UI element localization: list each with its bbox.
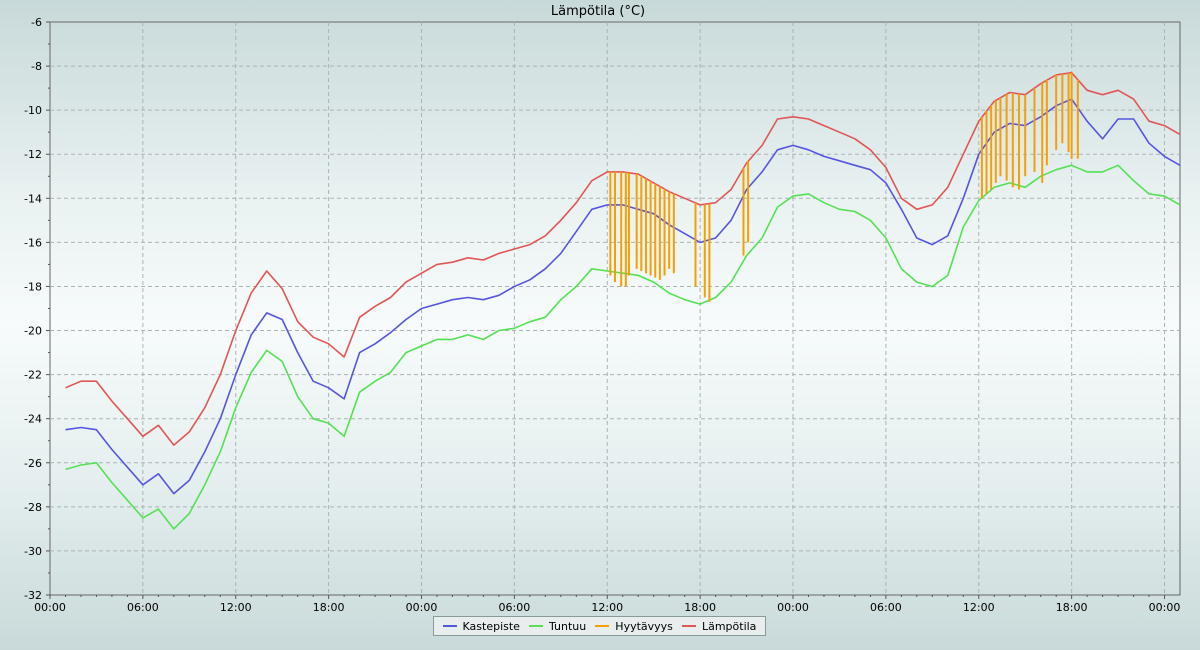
series-line-0 [65,98,1181,495]
x-axis: 00:00 06:00 12:00 18:00 00:00 06:00 12:00 18:00… [34,595,1180,614]
x-tick-label: 00:00 [406,601,438,614]
plot-area [49,21,1181,596]
y-tick-label: -30 [24,545,42,558]
legend-item-tuntuu: Tuntuu [529,620,586,633]
y-tick-label: -10 [24,104,42,117]
chart-title: Lämpötila (°C) [551,4,645,19]
y-tick-label: -24 [24,413,42,426]
grid-lines [50,22,1180,595]
x-tick-label: 18:00 [313,601,345,614]
legend-label: Lämpötila [701,619,757,633]
y-tick-label: -8 [31,60,42,73]
legend-label: Kastepiste [462,619,520,633]
legend-label: Tuntuu [549,619,587,633]
x-tick-label: 00:00 [1149,601,1181,614]
y-tick-label: -32 [24,589,42,602]
legend-swatch-icon [595,625,610,627]
series-lines [65,71,1181,530]
legend-label: Hyytävyys [615,619,673,633]
series-line-3 [65,71,1181,446]
x-tick-label: 12:00 [591,601,623,614]
legend-item-lampotila: Lämpötila [681,619,757,633]
legend-swatch-icon [529,625,543,627]
legend-item-hyytavyys: Hyytävyys [595,620,673,633]
x-tick-label: 00:00 [777,601,809,614]
x-tick-label: 18:00 [684,601,716,614]
y-tick-label: -22 [24,369,42,382]
y-tick-label: -18 [24,280,42,293]
x-tick-label: 06:00 [127,601,159,614]
legend-swatch-icon [442,625,457,627]
y-tick-label: -14 [24,192,42,205]
y-axis: -6 -8 -10 -12 -14 -16 -18 -20 -22 -24 -26 -28 -30 -32 [24,16,50,602]
legend-swatch-icon [681,625,696,627]
x-tick-label: 12:00 [963,601,995,614]
y-tick-label: -6 [31,16,42,29]
chart-legend: Kastepiste Tuntuu Hyytävyys Lämpötila [433,616,766,636]
series-line-1 [65,164,1181,530]
x-tick-label: 18:00 [1056,601,1088,614]
x-tick-label: 12:00 [220,601,252,614]
x-tick-label: 00:00 [34,601,66,614]
y-tick-label: -20 [24,325,42,338]
y-tick-label: -28 [24,501,42,514]
y-tick-label: -12 [24,148,42,161]
y-tick-label: -16 [24,236,42,249]
y-tick-label: -26 [24,457,42,470]
legend-item-kastepiste: Kastepiste [442,619,520,633]
x-tick-label: 06:00 [870,601,902,614]
x-tick-label: 06:00 [499,601,531,614]
